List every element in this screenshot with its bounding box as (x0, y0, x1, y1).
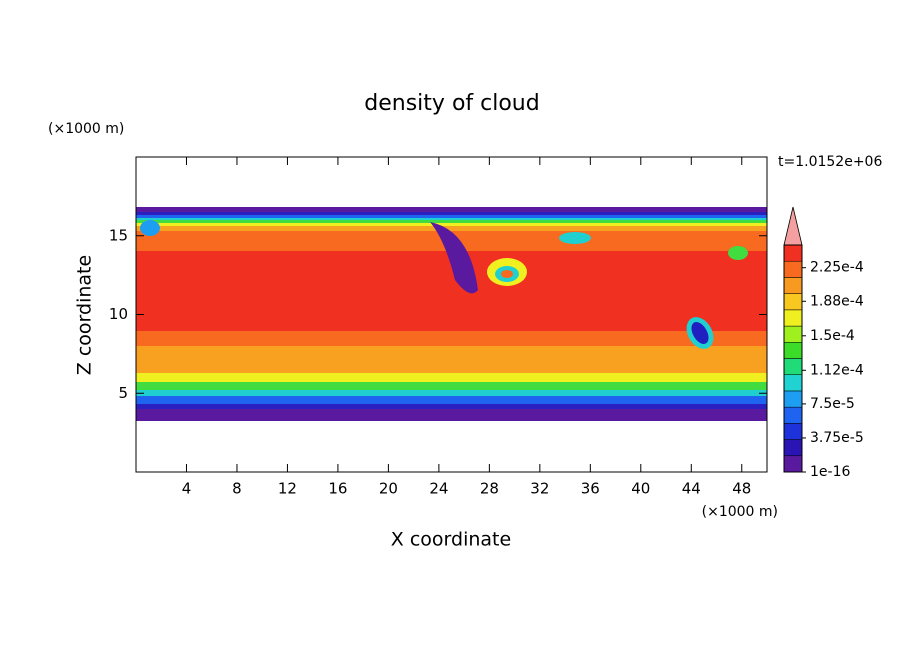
colorbar-label: 1.88e-4 (810, 293, 864, 309)
y-tick-label: 10 (109, 305, 128, 323)
x-tick-label: 8 (232, 480, 242, 498)
colorbar-extension (783, 206, 803, 246)
chart-title: density of cloud (364, 91, 539, 116)
x-tick-label: 48 (732, 480, 751, 498)
y-unit: (×1000 m) (48, 121, 124, 137)
colorbar-label: 7.5e-5 (810, 396, 855, 412)
colorbar-box (783, 358, 803, 375)
colorbar-box (783, 423, 803, 440)
colorbar-label: 3.75e-5 (810, 430, 864, 446)
colorbar-box (783, 342, 803, 359)
x-unit: (×1000 m) (702, 504, 778, 520)
y-tick-label: 15 (109, 226, 128, 244)
colorbar-box (783, 455, 803, 473)
x-tick-label: 28 (480, 480, 499, 498)
x-tick-label: 16 (328, 480, 347, 498)
x-tick-label: 44 (682, 480, 701, 498)
colorbar-label: 1.5e-4 (810, 328, 855, 344)
x-tick-label: 32 (530, 480, 549, 498)
colorbar-box (783, 374, 803, 392)
colorbar-label: 1.12e-4 (810, 362, 864, 378)
colorbar-box (783, 260, 803, 278)
colorbar-box (783, 390, 803, 408)
x-tick-label: 36 (581, 480, 600, 498)
colorbar-box (783, 406, 803, 424)
x-tick-label: 4 (182, 480, 192, 498)
x-tick-label: 12 (278, 480, 297, 498)
colorbar-label: 2.25e-4 (810, 260, 864, 276)
x-axis-label: X coordinate (391, 529, 511, 551)
density-field (136, 207, 767, 421)
colorbar-label: 1e-16 (810, 464, 850, 480)
colorbar-box (783, 325, 803, 343)
x-tick-label: 24 (429, 480, 448, 498)
colorbar-box (783, 439, 803, 457)
y-axis-label: Z coordinate (74, 255, 96, 375)
colorbar-box (783, 309, 803, 327)
x-tick-label: 40 (631, 480, 650, 498)
time-label: t=1.0152e+06 (778, 154, 882, 170)
colorbar-box (783, 244, 803, 262)
colorbar-box (783, 293, 803, 311)
colorbar-frame (783, 244, 803, 473)
colorbar-box (783, 277, 803, 294)
x-tick-label: 20 (379, 480, 398, 498)
y-tick-label: 5 (118, 384, 128, 402)
